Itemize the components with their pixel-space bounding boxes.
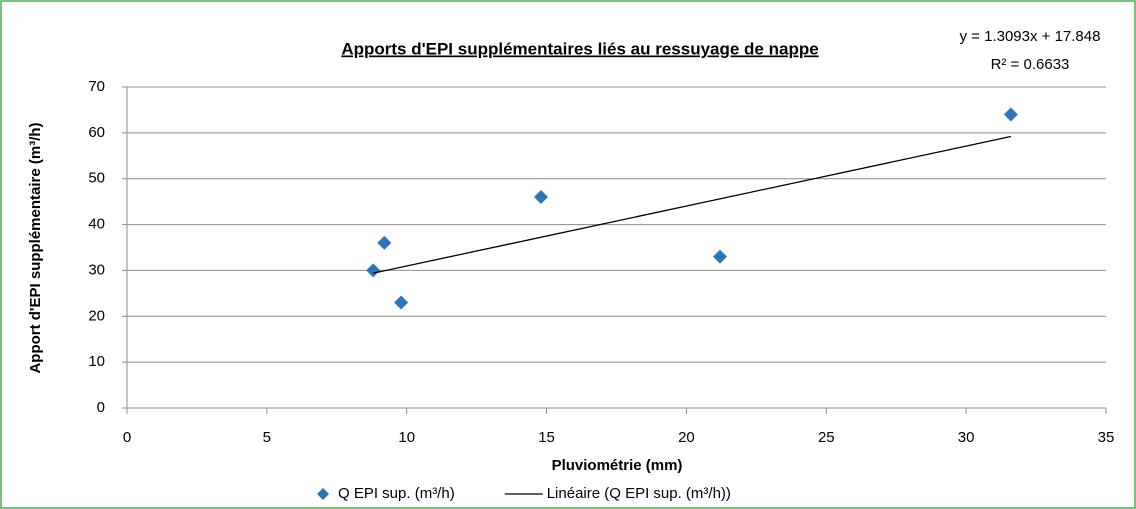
y-tick-label: 60 xyxy=(88,124,105,141)
y-tick-label: 40 xyxy=(88,216,105,233)
y-tick-label: 70 xyxy=(88,78,105,95)
y-tick-label: 10 xyxy=(88,353,105,370)
x-tick-label: 35 xyxy=(1098,429,1115,446)
x-tick-label: 0 xyxy=(123,429,131,446)
legend-label: Q EPI sup. (m³/h) xyxy=(338,485,455,502)
y-tick-label: 30 xyxy=(88,261,105,278)
data-point xyxy=(366,263,381,278)
data-point xyxy=(394,295,409,310)
chart-title: Apports d'EPI supplémentaires liés au re… xyxy=(341,39,818,58)
x-tick-label: 15 xyxy=(538,429,555,446)
trend-r2: R² = 0.6633 xyxy=(991,56,1070,73)
x-tick-label: 25 xyxy=(818,429,835,446)
x-tick-label: 5 xyxy=(263,429,271,446)
trend-line xyxy=(373,135,1012,274)
x-tick-label: 20 xyxy=(678,429,695,446)
y-tick-label: 0 xyxy=(97,399,105,416)
data-point xyxy=(533,190,548,205)
data-point xyxy=(1003,107,1018,122)
x-tick-label: 30 xyxy=(958,429,975,446)
y-tick-label: 20 xyxy=(88,307,105,324)
legend-marker xyxy=(317,488,329,500)
y-tick-label: 50 xyxy=(88,170,105,187)
trend-equation: y = 1.3093x + 17.848 xyxy=(960,28,1101,45)
legend-label: Linéaire (Q EPI sup. (m³/h)) xyxy=(547,485,731,502)
x-axis-label: Pluviométrie (mm) xyxy=(552,457,683,474)
y-axis-label: Apport d'EPI supplémentaire (m³/h) xyxy=(27,122,44,373)
data-point xyxy=(377,235,392,250)
x-tick-label: 10 xyxy=(398,429,415,446)
data-point xyxy=(712,249,727,264)
